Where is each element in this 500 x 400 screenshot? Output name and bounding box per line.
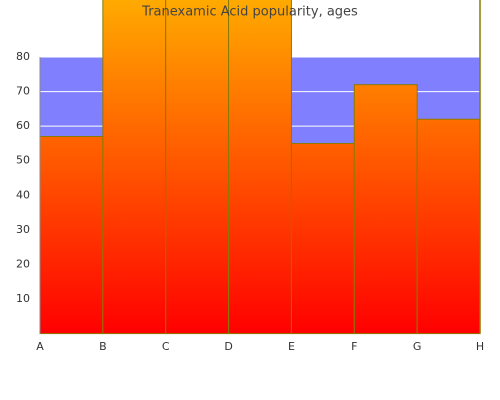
- x-tick-label: D: [224, 340, 232, 353]
- y-tick-label: 50: [16, 154, 30, 167]
- y-tick-label: 70: [16, 85, 30, 98]
- step-area: [290, 142, 355, 335]
- step-area: [228, 0, 292, 335]
- x-tick-label: F: [351, 340, 357, 353]
- plot: 10 20 30 40 50 60 70 80 A B C D E F G H: [16, 0, 484, 353]
- x-tick-label: E: [288, 340, 295, 353]
- step-area: [102, 0, 167, 335]
- x-tick-label: G: [413, 340, 422, 353]
- x-tick-label: A: [36, 340, 44, 353]
- y-tick-label: 80: [16, 50, 30, 63]
- chart-title: Tranexamic Acid popularity, ages: [141, 5, 358, 20]
- y-tick-label: 10: [16, 292, 30, 305]
- step-area: [353, 84, 418, 335]
- step-area: [39, 136, 104, 335]
- step-area: [165, 0, 230, 335]
- y-tick-label: 30: [16, 223, 30, 236]
- x-tick-label: H: [476, 340, 484, 353]
- x-tick-label: B: [99, 340, 107, 353]
- x-tick-label: C: [162, 340, 170, 353]
- y-tick-label: 20: [16, 257, 30, 270]
- y-tick-label: 40: [16, 188, 30, 201]
- y-tick-label: 60: [16, 119, 30, 132]
- step-area: [416, 118, 481, 335]
